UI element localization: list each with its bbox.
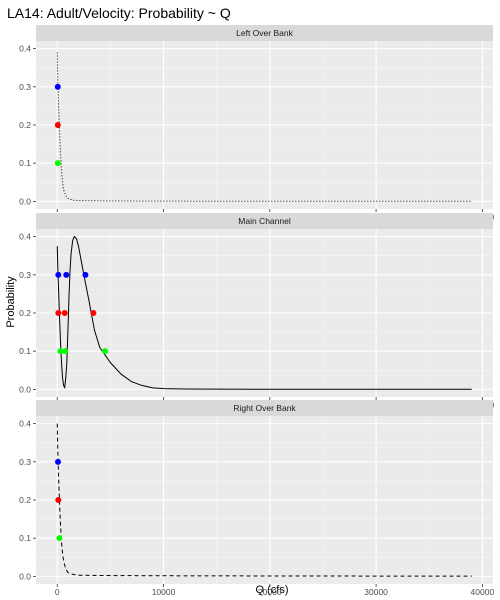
x-tick-label: 30000 xyxy=(364,587,388,597)
y-tick-label: 0.4 xyxy=(19,232,31,242)
y-axis-title: Probability xyxy=(5,276,17,328)
facet-strip-label: Main Channel xyxy=(238,216,291,226)
x-tick-label: 10000 xyxy=(152,587,176,597)
y-tick-label: 0.2 xyxy=(19,495,31,505)
y-tick-label: 0.0 xyxy=(19,571,31,581)
data-point xyxy=(55,160,61,166)
data-point xyxy=(56,535,62,541)
y-tick-label: 0.3 xyxy=(19,82,31,92)
panel: Main Channel0100002000030000400000.00.10… xyxy=(19,213,494,410)
panels-group: Left Over Bank 0 10000 20000 30000 40000 0.0 0.… xyxy=(19,25,494,597)
data-point xyxy=(55,84,61,90)
data-point xyxy=(62,348,68,354)
y-tick-label: 0.1 xyxy=(19,346,31,356)
data-point xyxy=(102,348,108,354)
y-tick-label: 0.4 xyxy=(19,44,31,54)
data-point xyxy=(55,497,61,503)
y-tick-label: 0.2 xyxy=(19,120,31,130)
x-tick-label: 40000 xyxy=(471,587,495,597)
y-tick-label: 0.3 xyxy=(19,457,31,467)
x-tick-label: 20000 xyxy=(258,587,282,597)
data-point xyxy=(90,310,96,316)
x-tick-label: 0 xyxy=(55,587,60,597)
y-tick-label: 0.3 xyxy=(19,270,31,280)
panel: Right Over Bank 0 10000 20000 30000 40000 0.0 0… xyxy=(19,400,494,597)
y-tick-label: 0.4 xyxy=(19,419,31,429)
y-tick-label: 0.0 xyxy=(19,196,31,206)
y-tick-label: 0.1 xyxy=(19,533,31,543)
facet-strip-label: Left Over Bank xyxy=(236,28,293,38)
chart-title: LA14: Adult/Velocity: Probability ~ Q xyxy=(7,5,231,21)
y-tick-label: 0.2 xyxy=(19,308,31,318)
data-point xyxy=(55,459,61,465)
data-point xyxy=(55,122,61,128)
data-point xyxy=(82,272,88,278)
panel: Left Over Bank0100002000030000400000.00.… xyxy=(19,25,494,222)
data-point xyxy=(55,272,61,278)
y-tick-label: 0.0 xyxy=(19,384,31,394)
y-tick-label: 0.1 xyxy=(19,158,31,168)
data-point xyxy=(62,310,68,316)
facet-strip-label: Right Over Bank xyxy=(233,403,296,413)
data-point xyxy=(63,272,69,278)
data-point xyxy=(55,310,61,316)
